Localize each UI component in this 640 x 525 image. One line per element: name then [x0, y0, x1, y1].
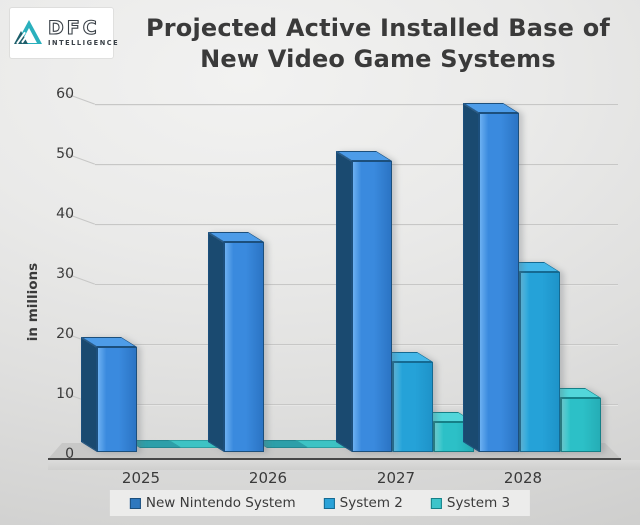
bar-2027-new-nintendo-system [335, 151, 392, 453]
y-tick-60: 60 [56, 86, 74, 102]
chart-legend: New Nintendo System System 2 System 3 [109, 490, 531, 516]
bar-side-face [81, 337, 97, 452]
legend-label: System 3 [446, 495, 511, 511]
legend-item-system-3: System 3 [430, 495, 511, 511]
bar-2026-new-nintendo-system [207, 232, 264, 452]
gridline-60 [95, 104, 618, 106]
bar-front-face [97, 347, 137, 452]
bar-2028-system-3 [544, 388, 601, 452]
bar-2027-system-2 [376, 352, 433, 452]
x-label-2026: 2026 [248, 469, 288, 487]
x-label-2028: 2028 [503, 469, 543, 487]
legend-item-new-nintendo-system: New Nintendo System [129, 495, 296, 511]
chart-title-line2: New Video Game Systems [200, 45, 556, 73]
bar-side-face [208, 232, 224, 452]
legend-swatch-icon [430, 497, 442, 509]
legend-swatch-icon [323, 497, 335, 509]
x-label-2027: 2027 [376, 469, 416, 487]
logo-sub-text: INTELLIGENCE [48, 39, 120, 48]
y-tick-20: 20 [56, 326, 74, 342]
legend-item-system-2: System 2 [323, 495, 403, 511]
legend-label: New Nintendo System [145, 495, 296, 511]
bar-2028-system-2 [503, 262, 560, 452]
y-tick-40: 40 [56, 206, 74, 222]
bar-front-face [393, 362, 433, 452]
legend-label: System 2 [339, 495, 403, 511]
dfc-triangle-icon [14, 19, 44, 47]
bar-2028-new-nintendo-system [462, 103, 519, 453]
legend-swatch-icon [129, 497, 141, 509]
dfc-logo: DFC INTELLIGENCE [10, 8, 118, 58]
bar-side-face [336, 151, 352, 453]
bar-front-face [479, 113, 519, 452]
bar-2025-new-nintendo-system [80, 337, 137, 452]
bar-front-face [520, 272, 560, 452]
logo-brand-text: DFC [47, 17, 100, 40]
y-tick-50: 50 [56, 146, 74, 162]
bar-front-face [224, 242, 264, 452]
bar-front-face [352, 161, 392, 452]
x-label-2025: 2025 [121, 469, 161, 487]
bar-side-face [463, 103, 479, 453]
chart-title-line1: Projected Active Installed Base of [145, 14, 611, 42]
y-tick-10: 10 [56, 386, 74, 402]
x-axis-line [48, 458, 621, 460]
y-tick-30: 30 [56, 266, 74, 282]
y-tick-0: 0 [65, 446, 74, 462]
floor-front-skirt [48, 460, 640, 470]
bar-front-face [561, 398, 601, 452]
chart-title: Projected Active Installed Base of New V… [118, 13, 638, 75]
